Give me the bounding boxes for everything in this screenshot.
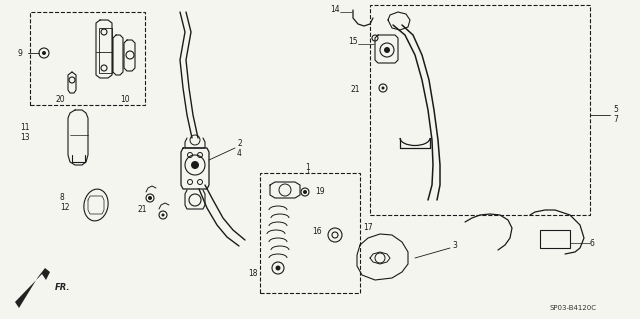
Text: 14: 14 [330, 5, 340, 14]
Circle shape [191, 161, 199, 169]
Text: 12: 12 [60, 204, 70, 212]
Bar [30, 12, 145, 105]
Text: SP03-B4120C: SP03-B4120C [550, 305, 597, 311]
Circle shape [384, 47, 390, 53]
Text: 17: 17 [363, 224, 372, 233]
Text: 21: 21 [138, 205, 147, 214]
Text: 3: 3 [452, 241, 457, 249]
Circle shape [303, 190, 307, 194]
Text: 5: 5 [613, 106, 618, 115]
Text: FR.: FR. [55, 284, 70, 293]
Text: 13: 13 [20, 133, 29, 143]
Text: 9: 9 [18, 48, 23, 57]
Text: 1: 1 [306, 164, 310, 173]
Bar [540, 230, 570, 248]
Text: 21: 21 [351, 85, 360, 94]
Text: 6: 6 [590, 239, 595, 248]
Text: 11: 11 [20, 123, 29, 132]
Text: 15: 15 [348, 38, 358, 47]
Circle shape [381, 86, 385, 90]
Text: 2: 2 [237, 138, 242, 147]
Text: 16: 16 [312, 227, 322, 236]
Circle shape [275, 265, 280, 271]
Circle shape [161, 213, 164, 217]
Bar [99, 28, 112, 73]
Circle shape [42, 51, 46, 55]
Text: 4: 4 [237, 149, 242, 158]
Polygon shape [15, 268, 50, 308]
Text: 10: 10 [120, 95, 130, 105]
Text: 8: 8 [60, 194, 65, 203]
Circle shape [148, 196, 152, 200]
Text: 18: 18 [248, 269, 258, 278]
Text: 7: 7 [613, 115, 618, 124]
Bar [260, 173, 360, 293]
Bar [370, 5, 590, 215]
Text: 19: 19 [315, 188, 324, 197]
Text: 20: 20 [55, 95, 65, 105]
